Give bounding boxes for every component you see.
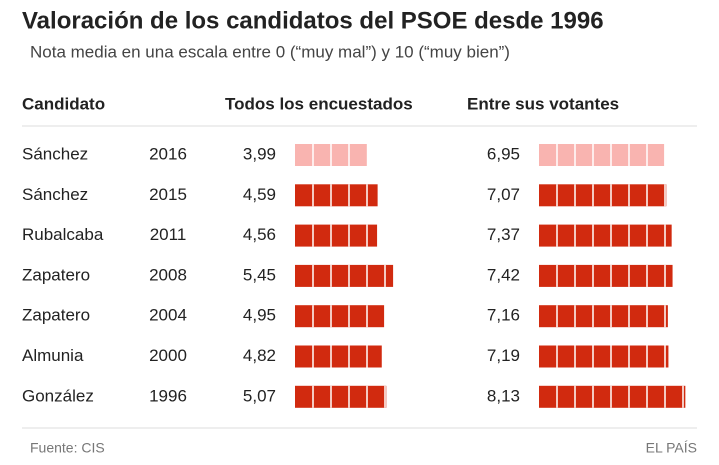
value-label: 4,59 (243, 185, 276, 204)
source: Fuente: CIS (30, 440, 105, 456)
value-label: 7,42 (487, 265, 520, 284)
value-label: 3,99 (243, 144, 276, 163)
year: 2015 (149, 185, 187, 204)
bar (539, 305, 668, 328)
bar (539, 385, 686, 408)
candidate-name: Zapatero (22, 265, 90, 284)
value-label: 7,19 (487, 346, 520, 365)
bar (539, 224, 672, 247)
bar (295, 184, 378, 207)
value-label: 7,37 (487, 225, 520, 244)
year: 2011 (150, 225, 187, 244)
value-label: 6,95 (487, 144, 520, 163)
bar (295, 385, 387, 408)
chart-subtitle: Nota media en una escala entre 0 (“muy m… (30, 42, 510, 61)
value-label: 4,95 (243, 306, 276, 325)
value-label: 4,56 (243, 225, 276, 244)
bar (295, 224, 378, 247)
candidate-name: Zapatero (22, 306, 90, 325)
value-label: 7,07 (487, 185, 520, 204)
bar (295, 345, 382, 368)
year: 2016 (149, 144, 187, 163)
chart-title: Valoración de los candidatos del PSOE de… (22, 7, 604, 34)
value-label: 4,82 (243, 346, 276, 365)
value-label: 5,45 (243, 265, 276, 284)
series-header: Todos los encuestados (225, 94, 413, 113)
credit: EL PAÍS (646, 440, 697, 456)
bar (539, 264, 673, 287)
candidate-name: Almunia (22, 346, 84, 365)
candidate-name: González (22, 386, 94, 405)
year: 2008 (149, 265, 187, 284)
series-header: Entre sus votantes (467, 94, 619, 113)
value-label: 5,07 (243, 386, 276, 405)
bar (539, 144, 665, 166)
candidate-name: Sánchez (22, 144, 88, 163)
bar (539, 345, 669, 368)
candidate-name: Sánchez (22, 185, 88, 204)
year: 2004 (149, 306, 187, 325)
bar (295, 305, 385, 328)
year: 2000 (149, 346, 187, 365)
value-label: 7,16 (487, 306, 520, 325)
bar (295, 264, 394, 287)
bar (539, 184, 667, 207)
year: 1996 (149, 386, 187, 405)
column-header: Candidato (22, 94, 105, 113)
value-label: 8,13 (487, 386, 520, 405)
candidate-name: Rubalcaba (22, 225, 104, 244)
